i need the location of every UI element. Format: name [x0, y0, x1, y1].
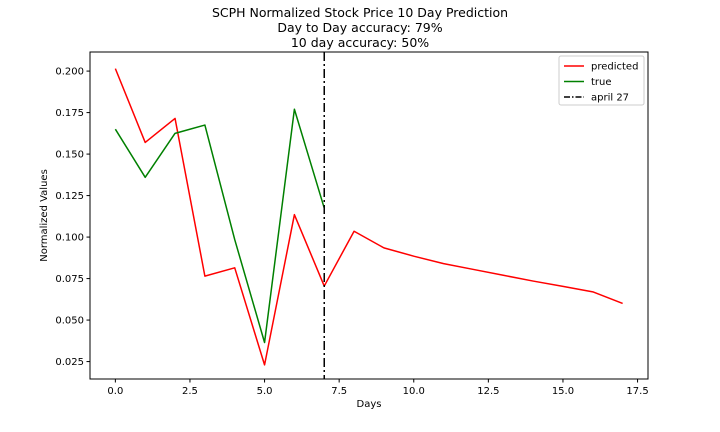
y-tick-label: 0.200: [55, 67, 84, 78]
y-tick-label: 0.025: [55, 357, 84, 368]
x-tick-label: 7.5: [331, 386, 347, 397]
y-tick-label: 0.100: [55, 233, 84, 244]
y-tick-label: 0.150: [55, 150, 84, 161]
legend-label: predicted: [591, 62, 638, 73]
legend-label: april 27: [591, 93, 629, 104]
y-tick-label: 0.125: [55, 191, 84, 202]
chart-title-line-3: 10 day accuracy: 50%: [290, 35, 430, 50]
legend-label: true: [591, 77, 612, 88]
chart-title-line-2: Day to Day accuracy: 79%: [277, 20, 443, 35]
plot-frame: [89, 51, 649, 380]
y-tick-label: 0.050: [55, 316, 84, 327]
y-axis-label: Normalized Values: [39, 169, 50, 262]
x-tick-label: 12.5: [477, 386, 499, 397]
y-tick-label: 0.075: [55, 274, 84, 285]
x-tick-label: 17.5: [626, 386, 648, 397]
x-tick-label: 15.0: [552, 386, 574, 397]
series-line-true: [114, 108, 325, 344]
legend: predicted true april 27: [558, 55, 645, 106]
plot-area: [114, 52, 623, 379]
series-line-predicted: [114, 68, 623, 366]
axis-ticks: 0.0 2.5 5.0 7.5 10.0 12.5 15.0 17.5 0.025 0.050 0.…: [55, 67, 648, 397]
legend-box: [558, 55, 645, 106]
x-tick-label: 5.0: [257, 386, 273, 397]
chart-title-line-1: SCPH Normalized Stock Price 10 Day Predi…: [211, 5, 509, 20]
x-tick-label: 10.0: [403, 386, 425, 397]
x-tick-label: 0.0: [107, 386, 123, 397]
y-tick-label: 0.175: [55, 108, 84, 119]
x-axis-label: Days: [357, 399, 382, 410]
x-tick-label: 2.5: [182, 386, 198, 397]
